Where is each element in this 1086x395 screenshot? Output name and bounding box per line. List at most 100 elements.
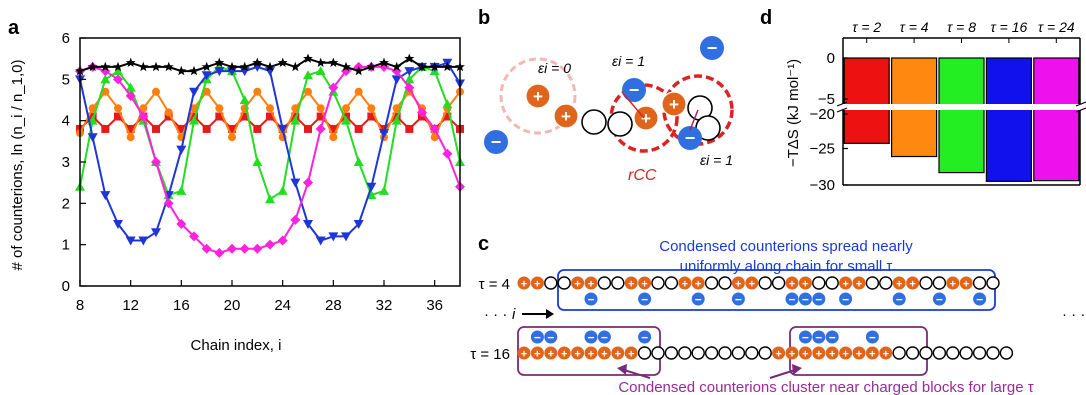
data-point	[316, 112, 325, 121]
panel-d-break-mark	[1075, 101, 1086, 107]
neutral-bead	[664, 346, 679, 360]
panel-a-xtick-label: 32	[376, 297, 393, 314]
data-point	[202, 124, 211, 133]
data-point	[315, 236, 326, 246]
plus-sign: +	[735, 279, 741, 291]
plus-sign: +	[856, 349, 862, 361]
counterion	[638, 330, 652, 344]
condensation-radius-faint	[499, 57, 577, 135]
counterion	[798, 330, 812, 344]
data-point	[366, 182, 377, 192]
data-point	[417, 61, 427, 72]
plus-sign: +	[641, 109, 651, 128]
data-point	[379, 129, 389, 139]
data-point	[391, 61, 402, 72]
counterion	[622, 78, 646, 102]
data-point	[239, 243, 250, 254]
charged-bead	[839, 276, 853, 290]
data-point	[265, 61, 275, 72]
charged-bead	[825, 346, 839, 360]
data-point	[114, 104, 122, 113]
charged-bead	[852, 346, 866, 360]
minus-sign: −	[842, 293, 849, 307]
plus-sign: +	[909, 279, 915, 291]
neutral-bead	[678, 346, 692, 360]
plus-sign: +	[615, 349, 621, 361]
neutral-bead	[959, 346, 973, 360]
panel-c-beads: + + + + + + + + + + + + + + + + + +− − − − − − − − − − −+ + + + + + + + + + +…	[517, 276, 1014, 361]
dots-left: · · ·	[484, 306, 507, 323]
series-line	[79, 65, 461, 254]
data-point	[303, 53, 313, 63]
counterion	[825, 330, 839, 344]
panel-d-ytick-label: −30	[810, 177, 835, 194]
plus-sign: +	[695, 279, 701, 291]
charged-bead	[661, 91, 687, 117]
data-point	[315, 66, 326, 76]
data-point	[189, 65, 199, 76]
data-point	[201, 243, 212, 254]
plus-sign: +	[588, 279, 594, 291]
plus-sign: +	[521, 279, 527, 291]
charged-bead	[624, 346, 638, 360]
neutral-bead	[651, 346, 665, 360]
plus-sign: +	[521, 349, 527, 361]
neutral-bead	[972, 276, 987, 290]
data-point	[429, 61, 440, 72]
data-point	[114, 112, 122, 121]
data-point	[252, 157, 263, 166]
neutral-bead	[607, 111, 633, 137]
charged-bead	[812, 346, 826, 360]
panel-a-xtick-label: 28	[325, 297, 342, 314]
plus-sign: +	[842, 279, 848, 291]
counterion	[700, 36, 724, 60]
neutral-bead	[812, 276, 826, 290]
panel-b-schematic: ++ ++−−−− εi = 0 εi = 1 εi = 1 rCC	[484, 36, 734, 184]
counterion	[678, 126, 702, 150]
index-arrow-head	[546, 309, 554, 319]
data-point	[391, 115, 402, 125]
plus-sign: +	[628, 349, 634, 361]
data-point	[290, 115, 301, 125]
data-point	[304, 87, 312, 96]
data-point	[215, 104, 224, 113]
panel-a-xtick-label: 36	[426, 297, 443, 314]
counterion	[932, 292, 946, 306]
eps-label-0: εi = 0	[538, 60, 571, 76]
data-point	[201, 71, 212, 81]
panel-d-break-mark	[1075, 107, 1086, 113]
plus-sign: +	[588, 349, 594, 361]
panel-a-ytick-label: 5	[62, 71, 70, 88]
data-point	[341, 232, 351, 242]
data-point	[152, 124, 160, 133]
data-point	[442, 61, 453, 72]
counterion	[812, 292, 826, 306]
plus-sign: +	[883, 349, 889, 361]
counterion	[731, 292, 745, 306]
callout-arrow-head-2	[792, 364, 802, 375]
plus-sign: +	[574, 279, 580, 291]
panel-a-ytick-label: 4	[62, 113, 70, 130]
charged-bead	[879, 346, 893, 360]
data-point	[252, 243, 263, 254]
eps-label-1: εi = 1	[612, 53, 645, 69]
data-point	[138, 111, 149, 122]
minus-sign: −	[936, 293, 943, 307]
panel-a-ytick-label: 0	[62, 278, 70, 295]
minus-sign: −	[491, 132, 502, 152]
rcc-radius-line	[621, 91, 645, 119]
charged-bead	[906, 276, 920, 290]
neutral-bead	[597, 276, 612, 290]
panel-label-b: b	[478, 7, 490, 29]
counterion	[530, 330, 544, 344]
plus-sign: +	[856, 279, 862, 291]
data-point	[88, 104, 97, 113]
charged-bead	[553, 103, 579, 129]
plus-sign: +	[789, 349, 795, 361]
neutral-bead	[581, 109, 607, 135]
panel-a-xlabel: Chain index, i	[191, 337, 282, 354]
panel-label-d: d	[760, 7, 772, 29]
data-point	[404, 74, 415, 84]
data-point	[239, 61, 250, 72]
